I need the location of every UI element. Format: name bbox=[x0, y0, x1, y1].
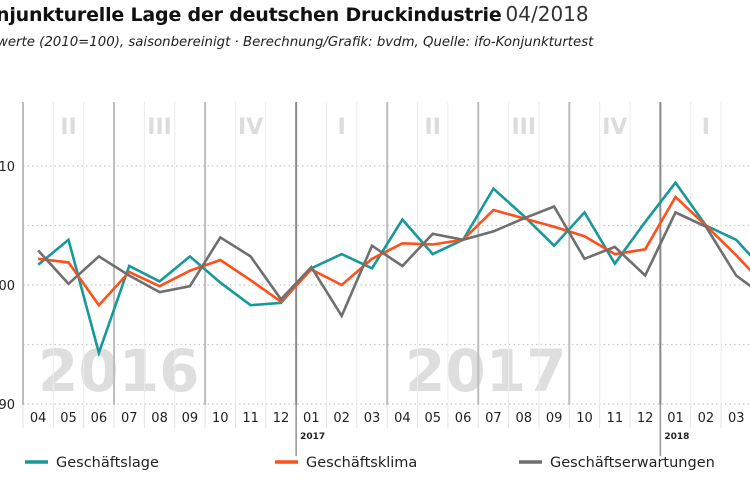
x-tick-label: 08 bbox=[516, 411, 533, 426]
x-tick-label: 09 bbox=[546, 411, 563, 426]
quarter-label: II bbox=[60, 115, 76, 140]
y-tick-label: 100 bbox=[0, 279, 15, 294]
x-tick-label: 07 bbox=[485, 411, 502, 426]
x-tick-label: 05 bbox=[424, 411, 441, 426]
x-tick-label: 06 bbox=[455, 411, 472, 426]
x-tick-label: 01 bbox=[303, 411, 320, 426]
chart-title: njunkturelle Lage der deutschen Druckind… bbox=[0, 2, 589, 26]
series-line-geschäftslage bbox=[37, 180, 750, 358]
x-tick-label: 03 bbox=[364, 411, 381, 426]
x-tick-label: 12 bbox=[273, 411, 290, 426]
year-label: 2018 bbox=[664, 432, 689, 442]
y-tick-label: 90 bbox=[0, 398, 15, 413]
x-tick-label: 12 bbox=[637, 411, 654, 426]
title-text: njunkturelle Lage der deutschen Druckind… bbox=[0, 4, 502, 26]
quarter-label: IV bbox=[238, 115, 263, 140]
quarter-label: IV bbox=[602, 115, 627, 140]
x-tick-label: 05 bbox=[60, 411, 77, 426]
x-tick-label: 02 bbox=[333, 411, 350, 426]
x-tick-label: 06 bbox=[91, 411, 108, 426]
series-line-geschäftsklima bbox=[38, 194, 750, 308]
x-tick-label: 09 bbox=[182, 411, 199, 426]
quarter-label: II bbox=[425, 115, 441, 140]
quarter-label: I bbox=[702, 115, 710, 140]
chart-subtitle: werte (2010=100), saisonbereinigt · Bere… bbox=[0, 35, 594, 50]
x-tick-label: 11 bbox=[242, 411, 259, 426]
legend-label: Geschäftslage bbox=[56, 455, 159, 471]
legend-label: Geschäftserwartungen bbox=[550, 455, 715, 471]
x-tick-label: 10 bbox=[212, 411, 229, 426]
x-tick-label: 04 bbox=[394, 411, 411, 426]
series-line-geschäftserwartungen bbox=[37, 204, 750, 319]
x-tick-label: 07 bbox=[121, 411, 138, 426]
x-tick-label: 10 bbox=[576, 411, 593, 426]
x-tick-label: 11 bbox=[607, 411, 624, 426]
x-tick-label: 02 bbox=[698, 411, 715, 426]
year-label: 2017 bbox=[300, 432, 325, 442]
x-tick-label: 04 bbox=[30, 411, 47, 426]
y-tick-label: 110 bbox=[0, 160, 15, 175]
year-watermark: 2016 bbox=[38, 337, 199, 405]
legend-label: Geschäftsklima bbox=[306, 455, 417, 471]
year-watermark: 2017 bbox=[405, 337, 566, 405]
quarter-label: III bbox=[147, 115, 172, 140]
quarter-label: III bbox=[511, 115, 536, 140]
x-tick-label: 03 bbox=[728, 411, 745, 426]
x-tick-label: 01 bbox=[667, 411, 684, 426]
x-tick-label: 08 bbox=[151, 411, 168, 426]
title-date: 04/2018 bbox=[505, 2, 589, 26]
quarter-label: I bbox=[338, 115, 346, 140]
